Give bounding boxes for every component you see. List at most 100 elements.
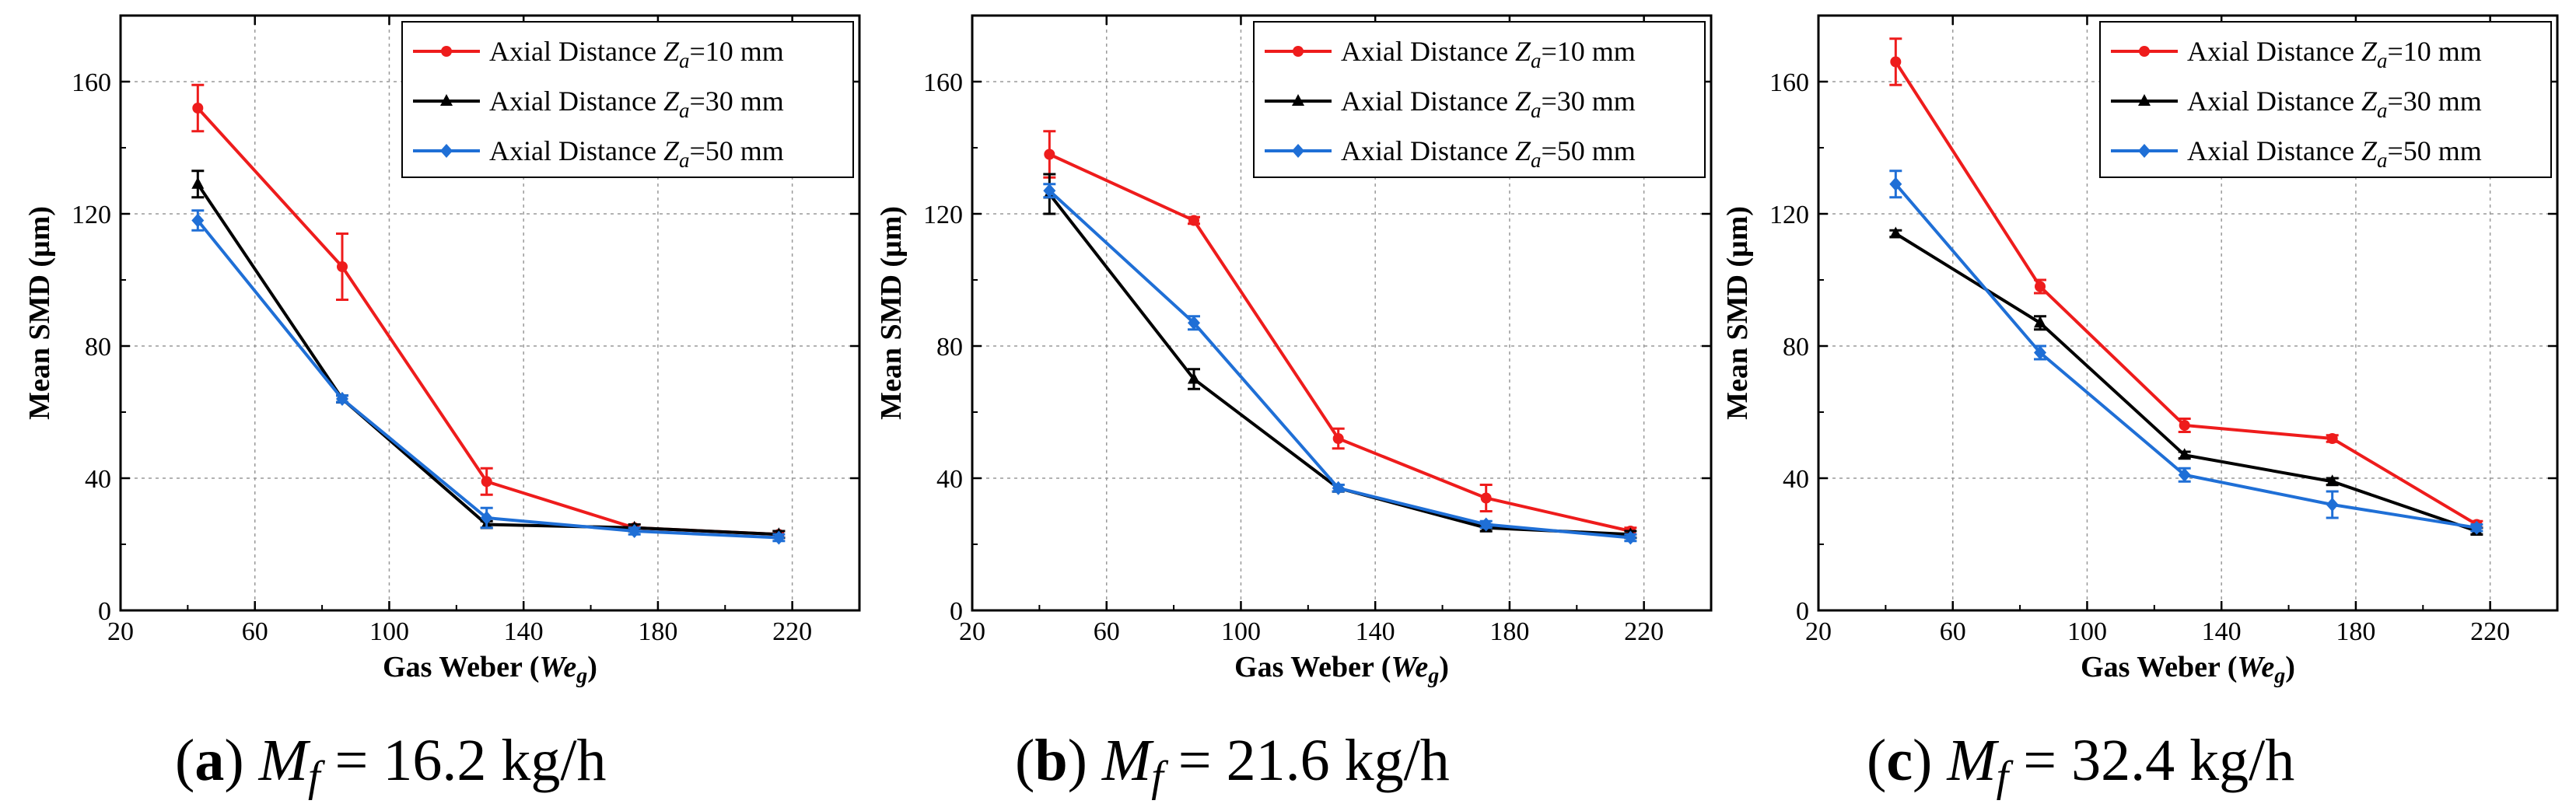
data-point <box>2179 420 2190 431</box>
legend-entry: Axial Distance Za=10 mm <box>1265 36 1636 72</box>
chart-panel-b: 20 60 100 140 180 220 0 40 80 120 160 Gas Weber (We… <box>875 14 1713 801</box>
caption-close: ) <box>224 728 258 793</box>
legend-marker <box>440 144 453 158</box>
y-tick-label: 0 <box>950 597 963 626</box>
y-axis-label: Mean SMD (μm) <box>875 206 908 420</box>
legend-label-suffix: =10 mm <box>1541 36 1635 67</box>
series-1 <box>1043 130 1637 537</box>
x-tick-label: 60 <box>1940 617 1966 646</box>
legend-label-symbol: Z <box>2361 36 2378 67</box>
legend-label-prefix: Axial Distance <box>2187 36 2361 67</box>
x-axis-label-text: Gas Weber ( <box>2081 651 2237 683</box>
data-point <box>1889 177 1902 191</box>
legend-label-symbol: Z <box>663 36 680 67</box>
data-point <box>1044 149 1055 160</box>
series-3 <box>1889 170 2483 535</box>
legend-marker <box>441 46 452 57</box>
legend-label-suffix: =30 mm <box>2387 86 2481 117</box>
y-tick-label: 40 <box>1783 465 1809 494</box>
legend-entry: Axial Distance Za=10 mm <box>413 36 784 72</box>
data-point <box>2178 467 2191 482</box>
series-line <box>196 219 779 540</box>
legend-label: Axial Distance Za=50 mm <box>1341 135 1636 172</box>
x-tick-label: 60 <box>242 617 268 646</box>
legend-marker <box>1293 46 1304 57</box>
y-tick-label: 120 <box>72 201 111 229</box>
legend-label-subscript: a <box>1531 49 1542 72</box>
x-tick-label: 220 <box>1624 617 1664 646</box>
caption-symbol: M <box>1946 728 1999 793</box>
y-tick-label: 80 <box>1783 333 1809 362</box>
caption-symbol: M <box>1101 728 1154 793</box>
data-point <box>2470 520 2483 535</box>
data-point <box>1043 184 1056 198</box>
series-3 <box>1043 183 1637 545</box>
x-axis-label-subscript: g <box>2273 664 2285 688</box>
legend-entry: Axial Distance Za=30 mm <box>1265 86 1636 122</box>
legend-label: Axial Distance Za=50 mm <box>489 135 784 172</box>
legend-label-subscript: a <box>1531 99 1542 122</box>
x-tick-label: 140 <box>1356 617 1395 646</box>
legend-label-symbol: Z <box>663 86 680 117</box>
legend-label: Axial Distance Za=50 mm <box>2187 135 2482 172</box>
x-axis-label-close: ) <box>1439 651 1449 683</box>
data-point <box>2034 316 2046 328</box>
y-tick-label: 160 <box>923 68 963 97</box>
data-point <box>1890 56 1902 68</box>
panel-caption: (a) Mf = 16.2 kg/h <box>175 728 606 801</box>
legend-label-symbol: Z <box>1515 86 1531 117</box>
legend-label-prefix: Axial Distance <box>1341 36 1515 67</box>
legend-label-suffix: =50 mm <box>1541 135 1635 166</box>
data-point <box>1188 316 1200 330</box>
x-axis-label-text: Gas Weber ( <box>383 651 539 683</box>
data-point <box>1188 372 1200 384</box>
series-line <box>1895 232 2478 533</box>
data-point <box>192 103 204 114</box>
legend-label: Axial Distance Za=30 mm <box>2187 86 2482 122</box>
legend-marker <box>2139 46 2150 57</box>
x-axis-label: Gas Weber (Weg) <box>383 651 597 688</box>
x-axis-label-symbol: We <box>2237 651 2274 683</box>
plot-frame <box>1817 14 2559 612</box>
data-point <box>1889 226 1902 239</box>
caption-label: b <box>1034 728 1067 793</box>
legend-label: Axial Distance Za=10 mm <box>2187 36 2482 72</box>
legend-label-prefix: Axial Distance <box>1341 135 1515 166</box>
caption-open: ( <box>1015 728 1034 793</box>
legend-label-prefix: Axial Distance <box>1341 86 1515 117</box>
x-tick-label: 20 <box>959 617 985 646</box>
y-axis-label: Mean SMD (μm) <box>1721 206 1754 420</box>
legend-label-suffix: =50 mm <box>2387 135 2481 166</box>
data-point <box>2326 474 2339 487</box>
legend-label-suffix: =30 mm <box>1541 86 1635 117</box>
legend-label-subscript: a <box>679 49 690 72</box>
x-tick-label: 20 <box>1805 617 1832 646</box>
legend-label-symbol: Z <box>1515 135 1531 166</box>
legend-marker <box>2138 94 2151 106</box>
legend-marker <box>2138 144 2151 158</box>
x-tick-label: 220 <box>772 617 812 646</box>
legend-label-subscript: a <box>2377 49 2388 72</box>
caption-value: = 21.6 kg/h <box>1164 728 1450 793</box>
series-3 <box>191 209 786 545</box>
x-tick-label: 180 <box>1489 617 1529 646</box>
legend-label: Axial Distance Za=30 mm <box>489 86 784 122</box>
x-axis-label-symbol: We <box>539 651 576 683</box>
data-point <box>480 511 493 525</box>
y-tick-label: 160 <box>72 68 111 97</box>
x-tick-label: 140 <box>2202 617 2242 646</box>
data-point <box>1624 530 1637 545</box>
legend-entry: Axial Distance Za=30 mm <box>2111 86 2482 122</box>
legend-label-prefix: Axial Distance <box>489 86 663 117</box>
data-point <box>191 213 205 228</box>
x-tick-label: 100 <box>369 617 409 646</box>
data-point <box>1480 492 1492 504</box>
data-point <box>1479 517 1493 532</box>
caption-close: ) <box>1068 728 1102 793</box>
caption-value: = 16.2 kg/h <box>320 728 607 793</box>
data-point <box>2178 448 2191 460</box>
legend-entry: Axial Distance Za=50 mm <box>2111 135 2482 172</box>
x-tick-label: 100 <box>2067 617 2107 646</box>
x-tick-label: 180 <box>2336 617 2375 646</box>
